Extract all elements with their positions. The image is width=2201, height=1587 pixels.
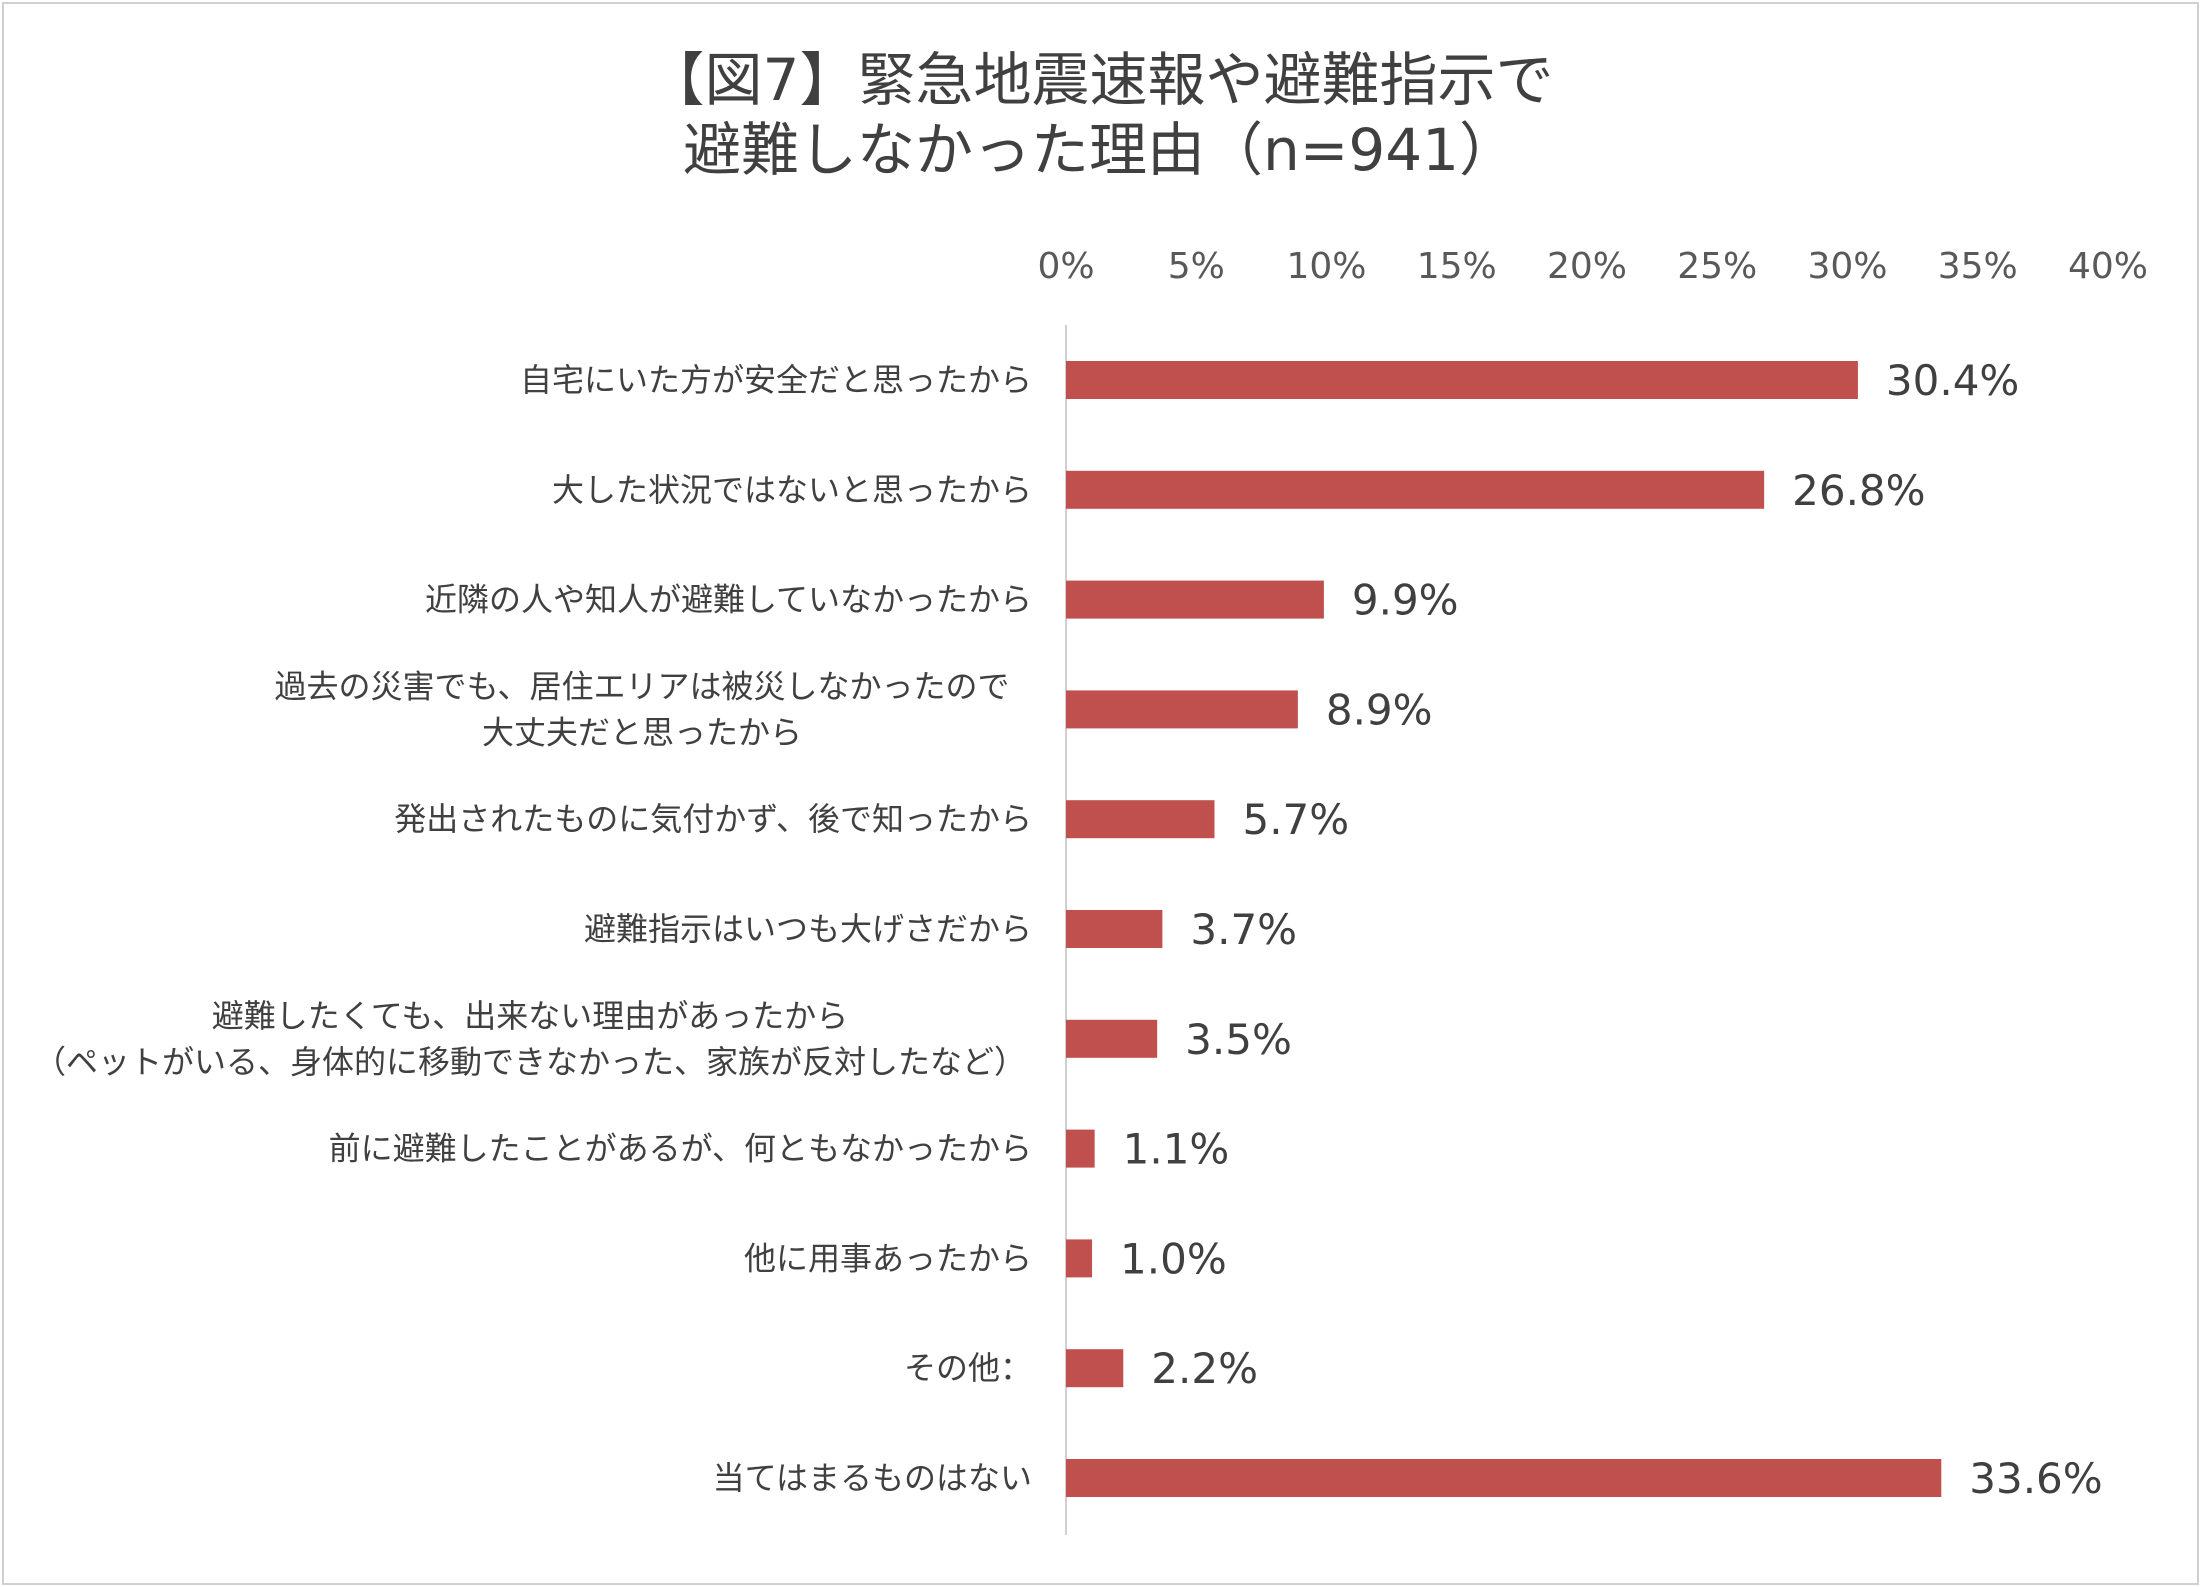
bar <box>1066 690 1298 729</box>
bar <box>1066 1129 1095 1168</box>
bar <box>1066 1459 1942 1497</box>
x-tick-label: 15% <box>1417 246 1497 287</box>
category-label: 前に避難したことがあるが、何ともなかったから <box>329 1130 1032 1168</box>
category-label: 当てはまるものはない <box>713 1459 1032 1497</box>
data-label: 5.7% <box>1242 795 1349 844</box>
category-label: 大丈夫だと思ったから <box>482 713 802 751</box>
x-tick-label: 20% <box>1547 246 1627 287</box>
data-label: 26.8% <box>1792 466 1925 515</box>
data-label: 9.9% <box>1352 576 1459 625</box>
data-label: 2.2% <box>1151 1344 1258 1393</box>
bar <box>1066 1239 1093 1278</box>
category-label: 発出されたものに気付かず、後で知ったから <box>394 800 1032 838</box>
x-tick-label: 10% <box>1286 246 1366 287</box>
category-label: 避難指示はいつも大げさだから <box>584 910 1032 948</box>
bar <box>1066 470 1765 509</box>
category-label: 避難したくても、出来ない理由があったから <box>212 997 848 1035</box>
bar <box>1066 1349 1124 1388</box>
x-tick-label: 25% <box>1677 246 1757 287</box>
bar <box>1066 800 1215 839</box>
value-labels: 30.4% 26.8% 9.9% 8.9% 5.7% 3.7% 3.5% 1.1% 1.0% 2.… <box>1120 356 2103 1503</box>
data-label: 3.5% <box>1185 1015 1292 1064</box>
chart-title-line: 避難しなかった理由（n=941） <box>683 116 1517 184</box>
category-label: （ペットがいる、身体的に移動できなかった、家族が反対したなど） <box>34 1043 1026 1081</box>
category-labels: 自宅にいた方が安全だと思ったから大した状況ではないと思ったから近隣の人や知人が避… <box>34 361 1032 1497</box>
chart-title-line: 【図7】緊急地震速報や避難指示で <box>647 46 1554 114</box>
data-label: 33.6% <box>1969 1454 2102 1503</box>
x-tick-label: 35% <box>1938 246 2018 287</box>
bar <box>1066 1019 1158 1058</box>
x-tick-label: 30% <box>1807 246 1887 287</box>
bars <box>1066 361 1942 1497</box>
x-tick-label: 5% <box>1168 246 1225 287</box>
bar <box>1066 361 1858 399</box>
category-label: 他に用事あったから <box>744 1239 1032 1277</box>
bar <box>1066 580 1324 619</box>
x-tick-label: 0% <box>1037 246 1094 287</box>
data-label: 8.9% <box>1326 685 1433 734</box>
category-label: 過去の災害でも、居住エリアは被災しなかったので <box>274 667 1009 705</box>
data-label: 30.4% <box>1886 356 2019 405</box>
data-label: 3.7% <box>1190 905 1297 954</box>
x-axis-ticks: 0% 5% 10% 15% 20% 25% 30% 35% 40% <box>1037 246 2148 287</box>
data-label: 1.0% <box>1120 1234 1227 1283</box>
x-tick-label: 40% <box>2068 246 2148 287</box>
category-label: 近隣の人や知人が避難していなかったから <box>425 581 1032 619</box>
category-label: その他： <box>904 1349 1032 1387</box>
category-label: 大した状況ではないと思ったから <box>552 471 1032 509</box>
category-label: 自宅にいた方が安全だと思ったから <box>520 361 1032 399</box>
data-label: 1.1% <box>1123 1125 1230 1174</box>
bar <box>1066 910 1163 948</box>
